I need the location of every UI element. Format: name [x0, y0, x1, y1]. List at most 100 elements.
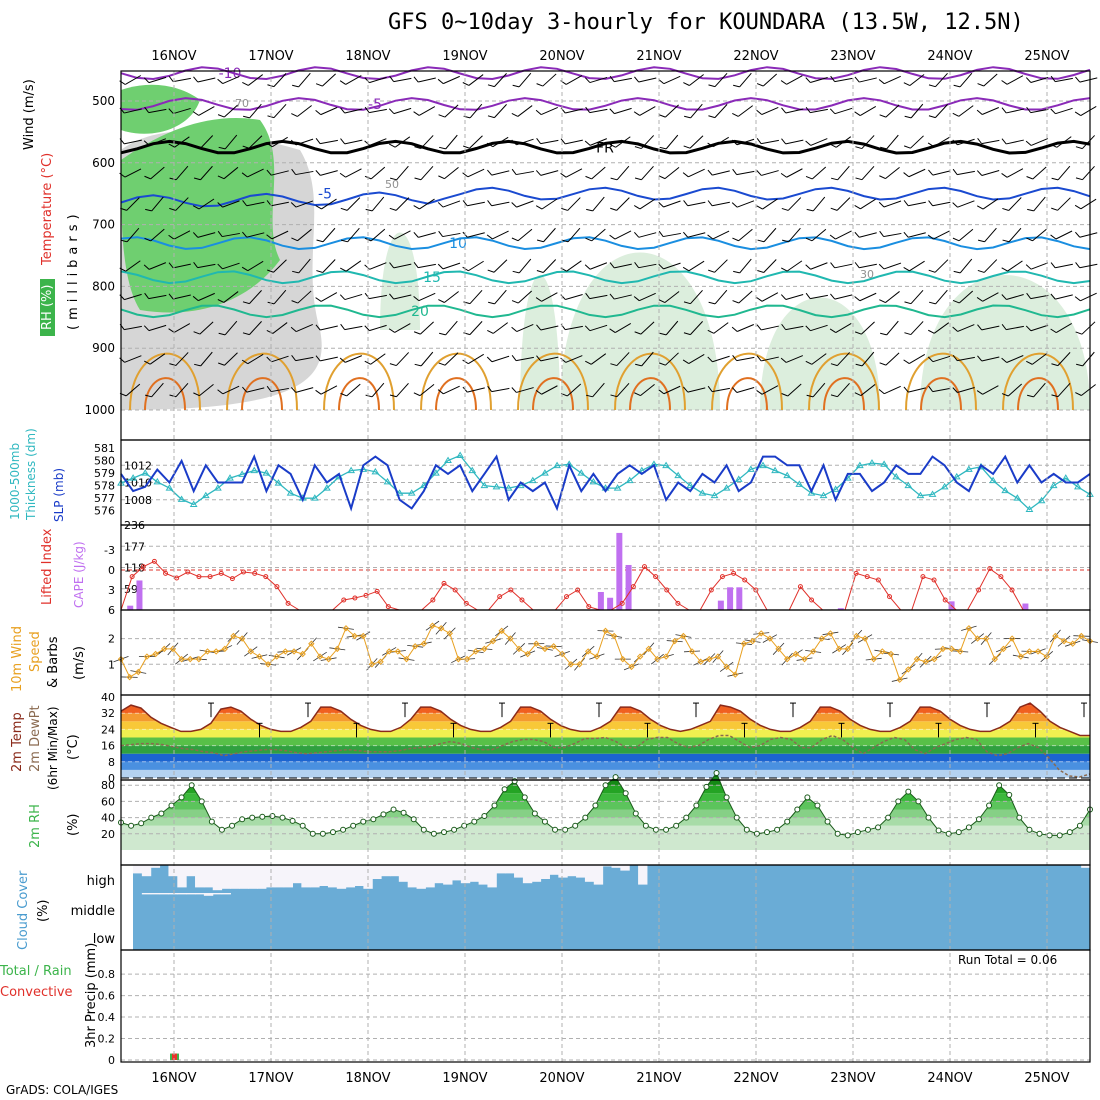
barb-flag: [635, 363, 642, 367]
rh-point: [128, 822, 135, 829]
barb-flag: [143, 140, 150, 146]
barb-shaft: [739, 72, 752, 88]
wind-barb: [1050, 293, 1073, 300]
wind-barb: [290, 138, 314, 146]
barb-shaft: [687, 387, 706, 393]
li-point: [564, 594, 570, 600]
barb-flag: [1050, 262, 1056, 269]
rh-bands: [121, 773, 1090, 850]
wind-speed-point: [299, 650, 306, 658]
barb-shaft: [174, 136, 190, 148]
barb-flag: [781, 323, 787, 330]
barb-shaft: [837, 352, 850, 366]
thickness-tick: 576: [94, 505, 115, 518]
barb-flag: [414, 363, 422, 367]
thickness-point: [674, 471, 683, 479]
barb-shaft: [517, 105, 533, 117]
label-temp-unit: (°C): [66, 734, 81, 760]
barb-shaft: [320, 292, 338, 302]
barb-flag: [365, 208, 373, 212]
barb-shaft: [1080, 198, 1097, 210]
wind-barb: [683, 386, 706, 393]
wind-barb: [977, 355, 1000, 362]
barb-flag: [634, 177, 642, 181]
wind-barb: [315, 355, 338, 362]
x-tick-label-bottom: 21NOV: [636, 1071, 681, 1086]
wind-barb: [732, 290, 753, 304]
barb-flag: [879, 114, 887, 118]
barb-shaft: [567, 197, 581, 211]
barb-shaft: [589, 138, 608, 146]
barb-flag: [290, 326, 297, 332]
barb-shaft: [589, 76, 608, 84]
wind-barb: [707, 169, 730, 176]
wind-barb: [829, 322, 852, 334]
barb-shaft: [565, 355, 583, 363]
barb-flag: [218, 362, 225, 366]
wind-barb: [610, 197, 630, 211]
wind-speed-point: [143, 653, 151, 660]
wind-barb: [1026, 228, 1047, 242]
temp-band: [121, 721, 1090, 730]
wind-barb: [364, 76, 387, 84]
barb-flag: [682, 172, 689, 178]
wind-barb: [364, 106, 387, 114]
barb-shaft: [883, 200, 902, 208]
wind-barb: [781, 323, 804, 331]
chart-title: GFS 0~10day 3-hourly for KOUNDARA (13.5W…: [388, 10, 1024, 35]
warm-contour: [920, 377, 962, 411]
thickness-point: [734, 475, 743, 482]
wind-barb: [292, 72, 311, 88]
barb-flag: [463, 145, 470, 149]
rh-point: [713, 770, 720, 777]
barb-flag: [462, 172, 469, 178]
barb-flag: [1025, 140, 1032, 146]
barb-flag: [756, 109, 763, 115]
barb-flag: [756, 170, 762, 176]
wind-barb: [291, 354, 314, 362]
rh-point: [471, 818, 478, 825]
cloud-clear: [584, 865, 595, 882]
rh-point: [612, 774, 619, 781]
barb-shaft: [834, 263, 853, 269]
warm-contour: [629, 377, 671, 411]
wind-barb: [192, 106, 215, 116]
barb-shaft: [1055, 107, 1073, 115]
barb-shaft: [810, 108, 828, 114]
wind-barb: [756, 292, 779, 302]
barb-flag: [855, 177, 863, 181]
wind-speed-point: [1008, 635, 1016, 642]
barb-shaft: [1079, 232, 1098, 238]
barb-flag: [609, 108, 615, 114]
wind-barb: [732, 228, 753, 242]
thickness-point: [468, 466, 477, 474]
wind-barb: [1050, 136, 1072, 148]
wind-barb: [634, 262, 657, 269]
barb-flag: [903, 145, 911, 149]
barb-flag: [976, 205, 984, 210]
barb-shaft: [689, 135, 704, 149]
barb-flag: [340, 239, 348, 243]
barb-flag: [438, 230, 444, 237]
wind-barb: [854, 106, 877, 116]
warm-contour: [1002, 352, 1074, 411]
isotherm-label: FR: [596, 140, 614, 156]
barb-flag: [708, 84, 716, 88]
barb-shaft: [491, 387, 510, 393]
barb-shaft: [248, 135, 263, 149]
li-point: [430, 597, 436, 603]
wind-barb: [903, 168, 926, 178]
li-point: [920, 574, 926, 580]
thickness-point: [771, 466, 779, 474]
barb-shaft: [810, 324, 828, 332]
wind-barb: [757, 227, 777, 243]
barb-flag: [120, 239, 128, 243]
barb-flag: [806, 394, 814, 398]
wind-barb: [584, 138, 608, 146]
barb-shaft: [761, 107, 779, 115]
barb-shaft: [1055, 230, 1073, 240]
barb-shaft: [712, 355, 730, 363]
rh-point: [824, 818, 831, 825]
wind-barb: [780, 355, 803, 363]
barb-shaft: [273, 73, 287, 87]
